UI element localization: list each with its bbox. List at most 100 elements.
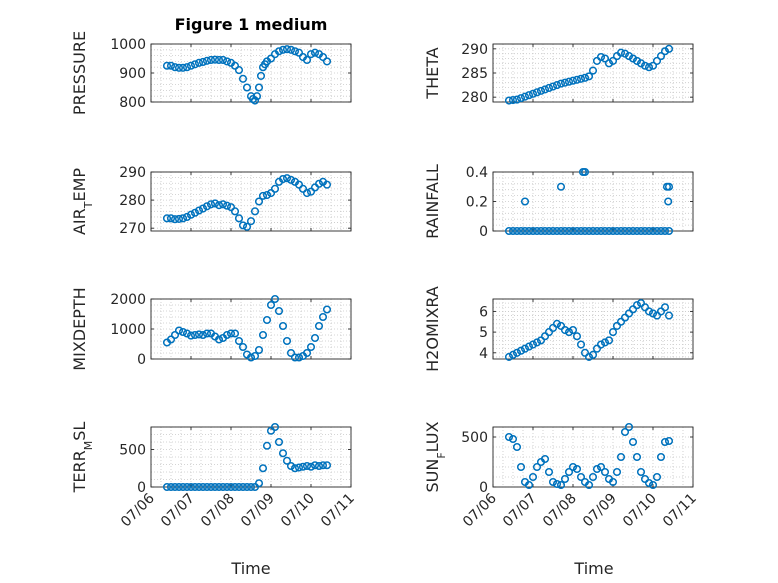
data-point <box>572 226 582 236</box>
y-axis-label: H2OMIXRA <box>423 286 442 372</box>
data-point <box>552 81 562 90</box>
data-point <box>640 61 650 70</box>
data-point <box>230 329 240 338</box>
data-point <box>274 437 284 447</box>
data-point <box>540 85 550 94</box>
data-point <box>322 180 332 189</box>
data-point <box>564 226 574 236</box>
y-tick-label: 0 <box>479 224 488 240</box>
data-point <box>314 179 324 188</box>
data-point <box>278 174 288 184</box>
subplot-h2omixra: 4 5 6 H2OMIXRA <box>423 286 694 372</box>
data-point <box>214 201 224 210</box>
data-point <box>190 208 200 217</box>
data-point <box>234 482 244 492</box>
data-point <box>584 226 594 236</box>
data-point <box>282 174 292 183</box>
data-point <box>548 226 558 236</box>
data-point <box>174 63 184 72</box>
data-point <box>504 432 514 442</box>
y-tick-label: 280 <box>119 193 146 209</box>
data-point <box>274 306 284 316</box>
data-point <box>218 482 228 492</box>
axes-frame <box>492 426 694 488</box>
data-point <box>162 61 172 70</box>
data-point <box>612 226 622 236</box>
data-point <box>318 461 328 470</box>
y-tick-label: 1000 <box>110 322 146 338</box>
data-point <box>222 482 232 492</box>
data-point <box>664 436 674 446</box>
data-point <box>266 54 276 63</box>
y-tick-label: 900 <box>119 66 146 82</box>
data-point <box>504 352 514 361</box>
data-point <box>190 482 200 492</box>
data-point <box>218 200 228 209</box>
data-point <box>648 480 658 490</box>
x-tick-label: 07/08 <box>198 491 238 531</box>
data-point <box>664 311 674 320</box>
data-point <box>178 63 188 72</box>
data-point <box>600 54 610 63</box>
data-point <box>286 45 296 54</box>
data-point <box>170 330 180 340</box>
data-point <box>302 461 312 471</box>
data-point <box>576 472 586 482</box>
y-tick-label: 1000 <box>110 37 146 53</box>
data-point <box>552 226 562 236</box>
data-point <box>640 303 650 312</box>
data-point <box>600 467 610 477</box>
data-point <box>182 329 192 338</box>
x-tick-label: 07/08 <box>540 491 580 531</box>
data-point <box>536 226 546 236</box>
data-point <box>170 63 180 72</box>
data-point <box>584 72 594 81</box>
data-point <box>302 189 312 198</box>
x-tick-label: 07/09 <box>580 491 620 531</box>
data-point <box>652 226 662 236</box>
data-point <box>544 328 554 337</box>
data-point <box>552 319 562 328</box>
data-point <box>548 477 558 487</box>
data-point <box>174 326 184 335</box>
data-point <box>210 199 220 208</box>
data-point <box>202 482 212 492</box>
data-point <box>242 83 252 92</box>
data-point <box>170 215 180 224</box>
data-point <box>516 94 526 103</box>
data-point <box>568 76 578 85</box>
data-point <box>596 226 606 236</box>
data-point <box>660 47 670 56</box>
data-point <box>612 467 622 477</box>
data-point <box>286 348 296 358</box>
data-point <box>648 226 658 236</box>
data-point <box>636 299 646 308</box>
data-point <box>620 427 630 437</box>
data-point <box>166 335 176 344</box>
y-tick-label: 290 <box>461 42 488 58</box>
data-point <box>162 214 172 223</box>
data-point <box>628 305 638 314</box>
data-point <box>512 442 522 452</box>
data-point <box>504 96 514 105</box>
data-point <box>608 226 618 236</box>
data-point <box>640 474 650 484</box>
data-point <box>572 464 582 474</box>
data-point <box>214 55 224 65</box>
data-point <box>214 335 224 344</box>
data-point <box>644 63 654 72</box>
data-point <box>278 45 288 54</box>
data-point <box>516 226 526 236</box>
data-point <box>524 226 534 236</box>
data-point <box>222 201 232 210</box>
data-point <box>186 210 196 219</box>
data-point <box>544 83 554 93</box>
data-point <box>504 226 514 236</box>
data-point <box>186 331 196 340</box>
data-point <box>194 206 204 215</box>
x-tick-label: 07/07 <box>158 491 198 531</box>
data-point <box>664 226 674 236</box>
data-point <box>286 461 296 471</box>
data-point <box>520 344 530 353</box>
